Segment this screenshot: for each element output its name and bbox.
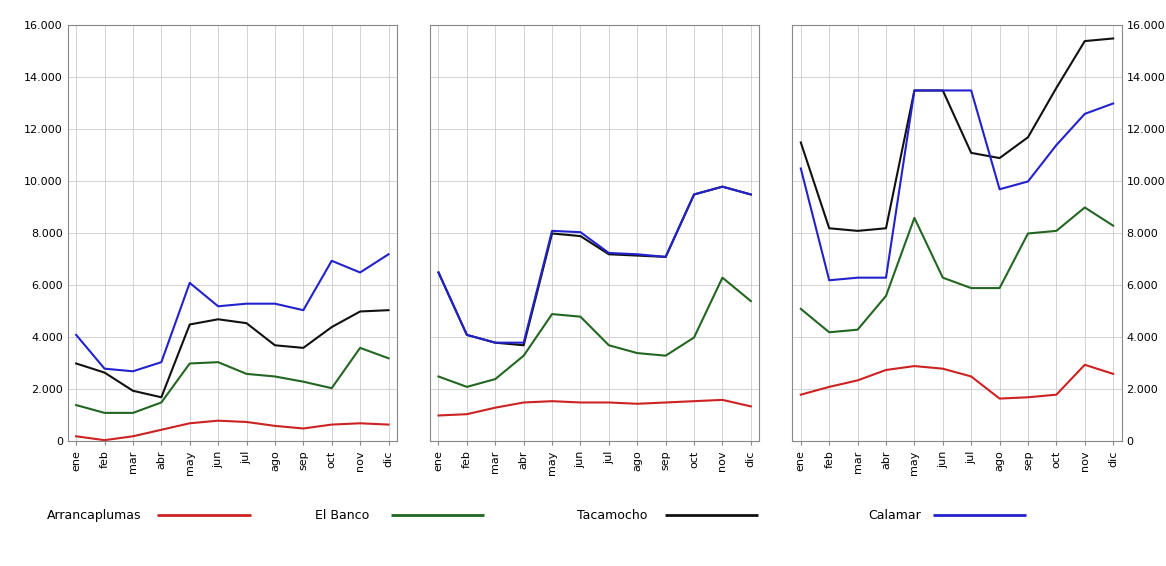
Text: Arrancaplumas: Arrancaplumas [47,509,141,521]
Text: El Banco: El Banco [315,509,370,521]
Text: Calamar: Calamar [869,509,921,521]
Text: Tacamocho: Tacamocho [577,509,647,521]
